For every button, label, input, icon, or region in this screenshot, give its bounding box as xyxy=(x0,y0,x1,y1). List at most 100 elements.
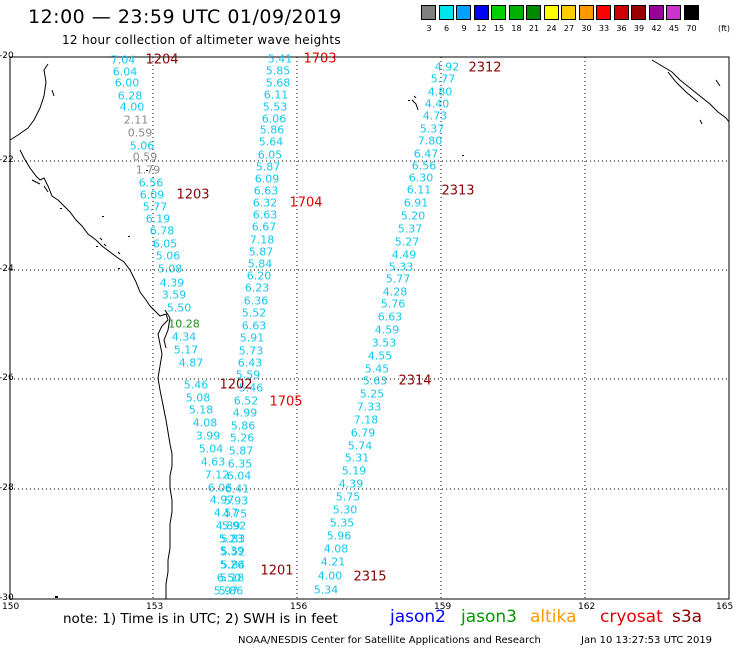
wave-height-value: 6.09 xyxy=(139,188,165,202)
fraser-island xyxy=(163,309,171,349)
pass-label: 1202 xyxy=(219,377,253,393)
wave-height-value: 4.49 xyxy=(391,248,417,262)
wave-height-value: 5.45 xyxy=(364,362,390,376)
new-caledonia-coastline xyxy=(651,59,730,123)
wave-height-value: 4.97 xyxy=(209,493,235,507)
wave-height-value: 6.63 xyxy=(253,184,279,198)
wave-height-value: 5.27 xyxy=(394,235,420,249)
wave-height-value: 6.06 xyxy=(261,112,287,126)
legend-swatch xyxy=(473,5,489,20)
wave-height-value: 7.04 xyxy=(110,53,136,67)
wave-height-value: 5.37 xyxy=(419,122,445,136)
wave-height-value: 5.87 xyxy=(248,245,274,259)
wave-height-value: 5.64 xyxy=(258,135,284,149)
wave-height-value: 5.84 xyxy=(220,558,246,572)
pass-label: 2313 xyxy=(441,183,475,199)
lat-label: -26 xyxy=(0,373,14,383)
wave-height-value: 6.28 xyxy=(117,89,143,103)
wave-height-value: 6.35 xyxy=(227,457,253,471)
wave-height-value: 5.26 xyxy=(219,558,245,572)
wave-height-value: 4.89 xyxy=(215,519,241,533)
wave-height-value: 5.18 xyxy=(188,403,214,417)
wave-height-value: 5.87 xyxy=(228,444,254,458)
wave-height-value: 6.11 xyxy=(263,88,289,102)
wave-height-value: 10.28 xyxy=(168,317,200,331)
wave-height-value: 5.77 xyxy=(430,72,456,86)
wave-height-value: 5.33 xyxy=(388,260,414,274)
wave-height-value: 5.04 xyxy=(198,442,224,456)
legend-swatch xyxy=(683,5,699,20)
wave-height-value: 5.35 xyxy=(329,516,355,530)
lat-label: -22 xyxy=(0,155,14,165)
legend-swatch xyxy=(648,5,664,20)
wave-height-value: 5.53 xyxy=(262,100,288,114)
wave-height-value: 5.96 xyxy=(326,529,352,543)
chesterfield-reef xyxy=(411,95,419,111)
wave-height-value: 7.18 xyxy=(249,233,275,247)
graticule xyxy=(10,56,729,599)
wave-height-value: 4.00 xyxy=(119,100,145,114)
legend-level-label: 9 xyxy=(461,24,467,33)
wave-height-value: 4.21 xyxy=(320,555,346,569)
legend-level-label: 18 xyxy=(511,24,522,33)
legend-swatch xyxy=(421,5,436,20)
wave-height-value: 5.91 xyxy=(239,331,265,345)
generation-timestamp: Jan 10 13:27:53 UTC 2019 xyxy=(581,635,713,646)
wave-height-value: 3.53 xyxy=(371,336,397,350)
pass-label: 2315 xyxy=(353,569,387,585)
wave-height-value: 5.46 xyxy=(238,381,264,395)
wave-height-value: 6.79 xyxy=(350,426,376,440)
legend-level-label: 39 xyxy=(633,24,645,33)
legend-level-label: 42 xyxy=(651,24,662,33)
wave-height-value: 5.50 xyxy=(166,301,192,315)
wave-height-value: 5.52 xyxy=(241,306,267,320)
wave-height-value: 3.99 xyxy=(195,429,221,443)
lon-label: 159 xyxy=(434,602,452,612)
footer-note: note: 1) Time is in UTC; 2) SWH is in fe… xyxy=(63,611,338,627)
wave-height-value: 5.85 xyxy=(265,64,291,78)
wave-height-value: 5.92 xyxy=(221,519,247,533)
wave-height-value: 4.00 xyxy=(317,569,343,583)
wave-height-value: 6.04 xyxy=(226,469,252,483)
legend-level-label: 33 xyxy=(598,24,610,33)
wave-height-value: 5.06 xyxy=(155,249,181,263)
wave-height-value: 5.73 xyxy=(238,344,264,358)
wave-height-value: 6.43 xyxy=(237,356,263,370)
lat-label: -24 xyxy=(0,264,14,274)
wave-height-value: 6.05 xyxy=(257,148,283,162)
wave-height-value: 6.63 xyxy=(241,319,267,333)
pass-label: 1203 xyxy=(176,187,210,203)
pass-label: 1204 xyxy=(145,52,179,68)
legend-level-label: 30 xyxy=(581,24,592,33)
wave-height-value: 6.47 xyxy=(413,147,439,161)
wave-height-value: 5.25 xyxy=(359,387,385,401)
lat-label: -20 xyxy=(0,51,14,61)
wave-height-value: 5.86 xyxy=(230,419,256,433)
satellite-s3a: s3a xyxy=(672,607,703,627)
wave-height-value: 5.34 xyxy=(313,583,339,597)
wave-height-value: 5.75 xyxy=(335,490,361,504)
wave-height-value: 4.40 xyxy=(424,97,450,111)
wave-height-value: 6.36 xyxy=(243,294,269,308)
wave-height-value: 5.08 xyxy=(185,391,211,405)
legend-level-label: 70 xyxy=(686,24,697,33)
lon-label: 153 xyxy=(146,602,164,612)
wave-height-value: 7.18 xyxy=(353,413,379,427)
legend-level-label: 15 xyxy=(493,24,505,33)
wave-height-value: 2.11 xyxy=(123,113,149,127)
wave-height-value: 5.41 xyxy=(267,52,293,66)
legend-level-label: 24 xyxy=(546,24,557,33)
legend-swatch xyxy=(438,5,454,20)
wave-height-value: 6.56 xyxy=(138,176,164,190)
wave-height-value: 6.52 xyxy=(233,394,259,408)
wave-height-value: 0.59 xyxy=(127,126,153,140)
wave-height-value: 5.97 xyxy=(213,584,239,598)
wave-height-value: 5.20 xyxy=(400,209,426,223)
wave-height-value: 4.80 xyxy=(427,85,453,99)
wave-height-value: 6.09 xyxy=(254,172,280,186)
lon-label: 156 xyxy=(290,602,308,612)
wave-height-value: 6.78 xyxy=(149,224,175,238)
wave-height-value: 6.23 xyxy=(244,281,270,295)
wave-height-value: 4.08 xyxy=(192,416,218,430)
